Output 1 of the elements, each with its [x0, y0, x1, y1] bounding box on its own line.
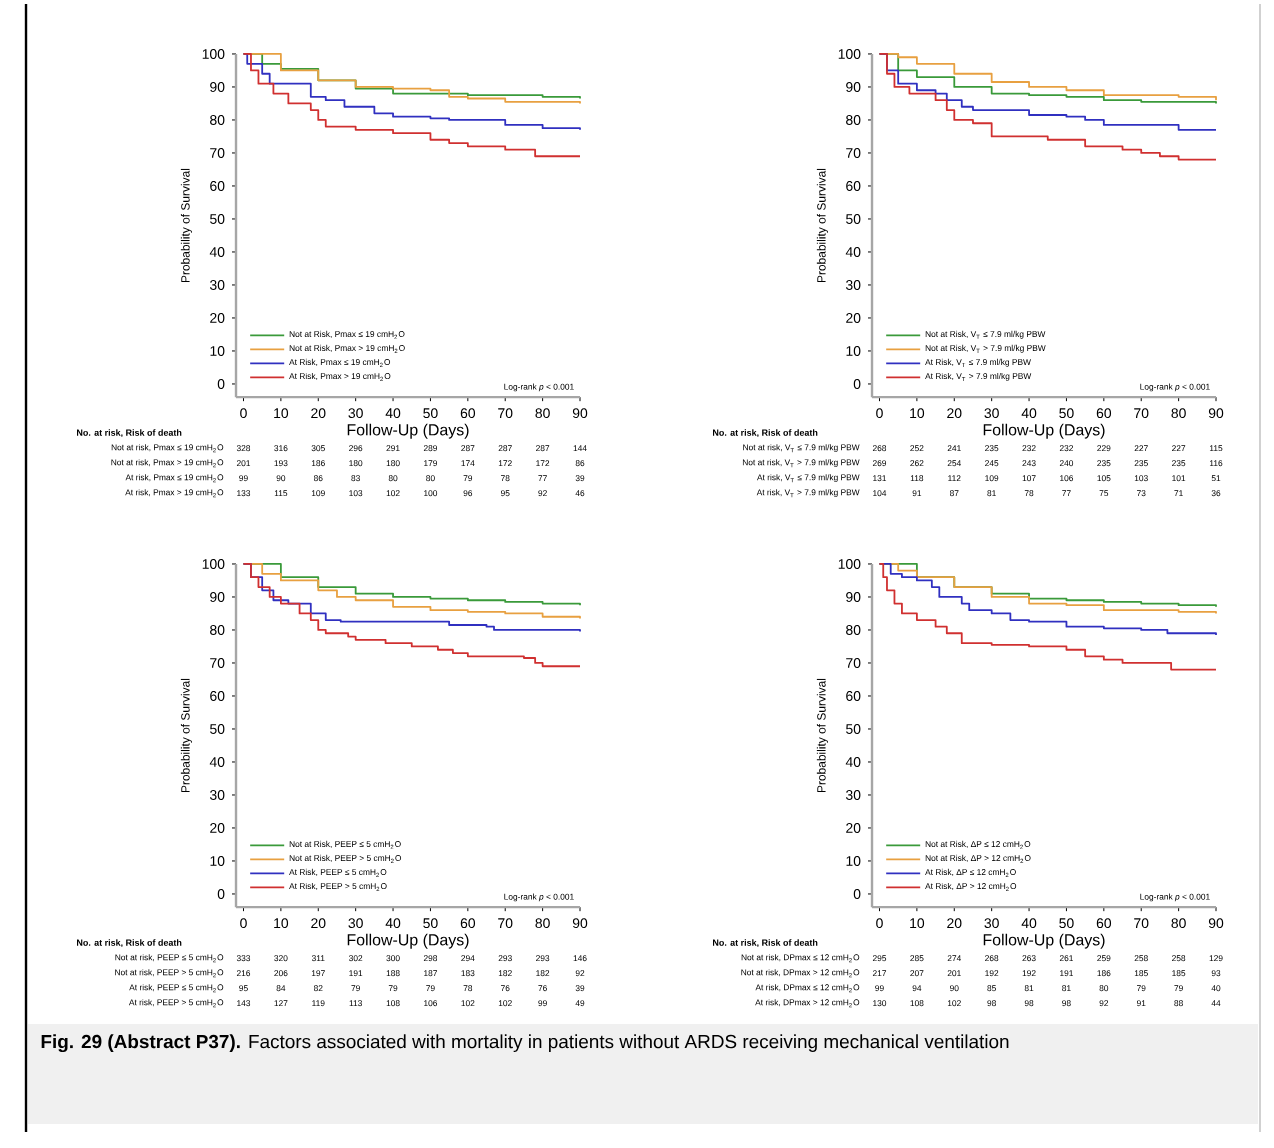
text: Fig. 29 (Abstract P37). Factors associated with mortality in patients without ARDS receiving mechanical ventilation: [41, 1034, 1009, 1053]
